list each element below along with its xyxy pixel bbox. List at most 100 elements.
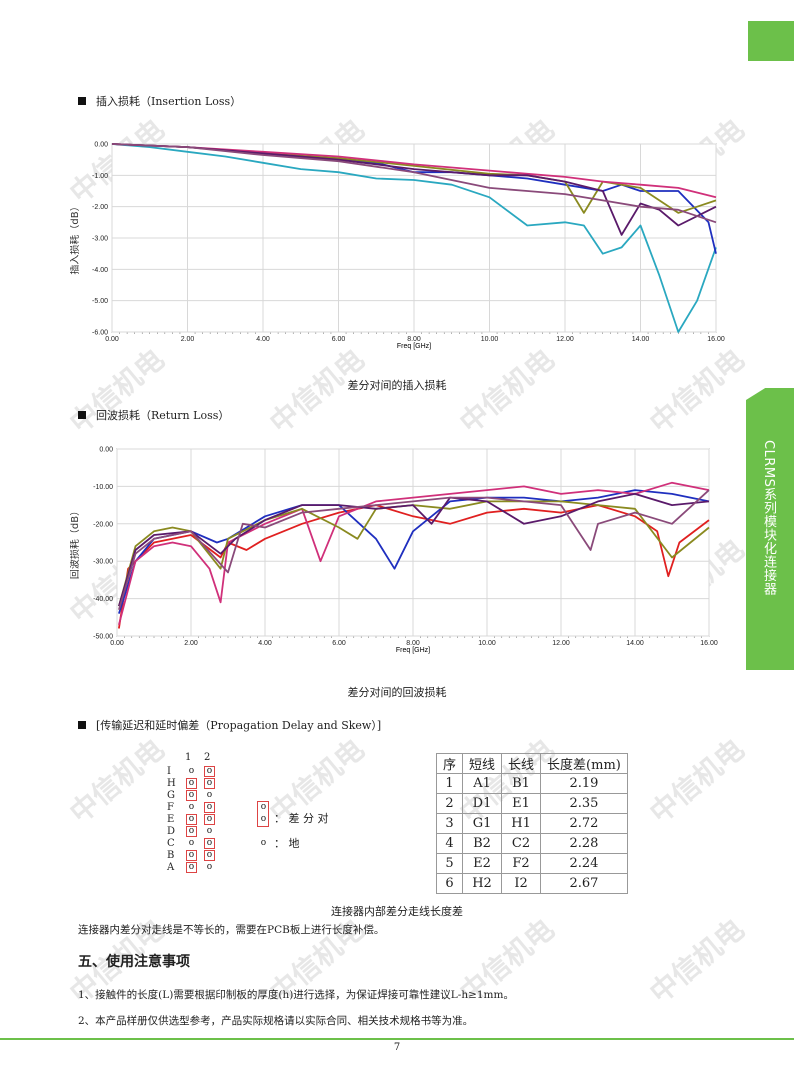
return-loss-caption: 差分对间的回波损耗 — [347, 686, 447, 699]
table-row: 3 G1 H1 2.72 — [435, 813, 628, 834]
pin-icon: o — [204, 838, 215, 849]
table-cell: 2 — [435, 793, 464, 814]
table-cell: 5 — [435, 853, 464, 874]
return-loss-chart: 0.00 2.00 4.00 6.00 8.00 10.00 12.00 14.00 16.00… — [70, 447, 718, 655]
row-label: H — [167, 778, 176, 789]
column-label-1: 1 — [185, 752, 192, 763]
pin-icon: o — [206, 790, 213, 800]
table-row: 4 B2 C2 2.28 — [435, 833, 628, 854]
notes-item-1: 1、接触件的长度(L)需要根据印制板的厚度(h)进行选择，为保证焊接可靠性建议L… — [78, 989, 514, 1001]
insertion-loss-heading: 插入损耗（Insertion Loss） — [78, 93, 241, 109]
notes-item-2: 2、本产品样册仅供选型参考，产品实际规格请以实际合同、相关技术规格书等为准。 — [78, 1015, 474, 1027]
y-tick-label: -10.00 — [93, 484, 113, 491]
pin-icon: o — [206, 826, 213, 836]
table-cell: G1 — [462, 813, 503, 834]
table-cell: 2.67 — [540, 873, 628, 894]
side-tab — [746, 388, 794, 688]
pin-icon: o — [188, 766, 195, 776]
table-cell: 2.35 — [540, 793, 628, 814]
row-label: E — [167, 814, 175, 825]
row-label: A — [167, 862, 175, 873]
pin-icon: o — [204, 802, 215, 813]
bullet-square-icon — [78, 721, 86, 729]
series-line — [118, 481, 710, 626]
y-tick-label: -1.00 — [92, 173, 108, 180]
table-header-cell: 长度差(mm) — [540, 753, 628, 774]
return-loss-heading: 回波损耗（Return Loss） — [78, 407, 229, 423]
table-row: 2 D1 E1 2.35 — [435, 793, 628, 814]
corner-brand-square — [748, 21, 794, 61]
x-tick-label: 12.00 — [552, 640, 570, 647]
pin-icon: o — [204, 814, 215, 825]
x-tick-label: 0.00 — [105, 336, 119, 343]
x-tick-label: 8.00 — [407, 336, 421, 343]
pin-icon: o — [186, 814, 197, 825]
watermark-text: 中信机电 — [643, 732, 751, 830]
table-header-cell: 长线 — [501, 753, 542, 774]
y-tick-label: -6.00 — [92, 330, 108, 337]
series-line — [118, 500, 710, 607]
bullet-square-icon — [78, 411, 86, 419]
series-line — [111, 143, 717, 224]
x-tick-label: 16.00 — [700, 640, 718, 647]
x-tick-label: 2.00 — [184, 640, 198, 647]
x-tick-label: 14.00 — [626, 640, 644, 647]
table-cell: 1 — [435, 773, 464, 794]
table-cell: H1 — [501, 813, 542, 834]
legend-ground-pin-icon: o — [260, 838, 267, 848]
table-cell: E2 — [462, 853, 503, 874]
table-cell: 2.72 — [540, 813, 628, 834]
insertion-loss-title: 插入损耗（Insertion Loss） — [96, 95, 242, 108]
pin-icon: o — [186, 778, 197, 789]
table-row: 1 A1 B1 2.19 — [435, 773, 628, 794]
table-cell: B2 — [462, 833, 503, 854]
return-loss-title: 回波损耗（Return Loss） — [96, 409, 230, 422]
row-label: F — [167, 802, 174, 813]
footer-rule — [0, 1038, 794, 1040]
y-axis-label: 插入损耗（dB） — [70, 201, 81, 274]
y-tick-label: -50.00 — [93, 634, 113, 641]
skew-title: [传输延迟和延时偏差（Propagation Delay and Skew）] — [96, 719, 382, 732]
series-line — [118, 493, 710, 607]
side-tab-label: CLRMS系列模块化连接器 — [761, 440, 776, 596]
watermark-text: 中信机电 — [643, 912, 751, 1010]
x-tick-label: 8.00 — [406, 640, 420, 647]
column-label-2: 2 — [204, 752, 211, 763]
x-tick-label: 4.00 — [258, 640, 272, 647]
pin-icon: o — [186, 850, 197, 861]
x-tick-label: 12.00 — [556, 336, 574, 343]
y-tick-label: -20.00 — [93, 521, 113, 528]
table-cell: 3 — [435, 813, 464, 834]
legend-pair-box: o o — [257, 801, 269, 827]
pin-icon: o — [204, 778, 215, 789]
skew-heading: [传输延迟和延时偏差（Propagation Delay and Skew）] — [78, 717, 381, 733]
table-header-cell: 短线 — [462, 753, 503, 774]
pin-icon: o — [206, 862, 213, 872]
skew-table: 序 短线 长线 长度差(mm) 1 A1 B1 2.19 2 D1 E1 2.35 3 G1 H1 2… — [435, 753, 628, 894]
series-line — [118, 489, 710, 614]
table-cell: 2.28 — [540, 833, 628, 854]
insertion-loss-caption: 差分对间的插入损耗 — [347, 379, 447, 392]
table-cell: C2 — [501, 833, 542, 854]
x-tick-label: 6.00 — [332, 640, 346, 647]
y-tick-label: -30.00 — [93, 559, 113, 566]
table-cell: E1 — [501, 793, 542, 814]
y-tick-label: -4.00 — [92, 267, 108, 274]
table-header-row: 序 短线 长线 长度差(mm) — [435, 753, 628, 774]
x-axis-label: Freq [GHz] — [396, 647, 430, 654]
row-label: D — [167, 826, 176, 837]
insertion-loss-chart: 0.00 2.00 4.00 6.00 8.00 10.00 12.00 14.00 16.00… — [70, 142, 725, 351]
pin-icon: o — [204, 850, 215, 861]
x-axis-label: Freq [GHz] — [397, 343, 431, 350]
y-tick-label: 0.00 — [99, 447, 113, 454]
y-tick-label: -5.00 — [92, 298, 108, 305]
row-label: I — [167, 766, 171, 777]
legend-pin-icon: o — [260, 802, 267, 812]
pin-icon: o — [204, 766, 215, 777]
pin-icon: o — [188, 838, 195, 848]
table-row: 6 H2 I2 2.67 — [435, 873, 628, 894]
series-line — [111, 143, 717, 333]
table-cell: A1 — [462, 773, 503, 794]
table-cell: H2 — [462, 873, 503, 894]
